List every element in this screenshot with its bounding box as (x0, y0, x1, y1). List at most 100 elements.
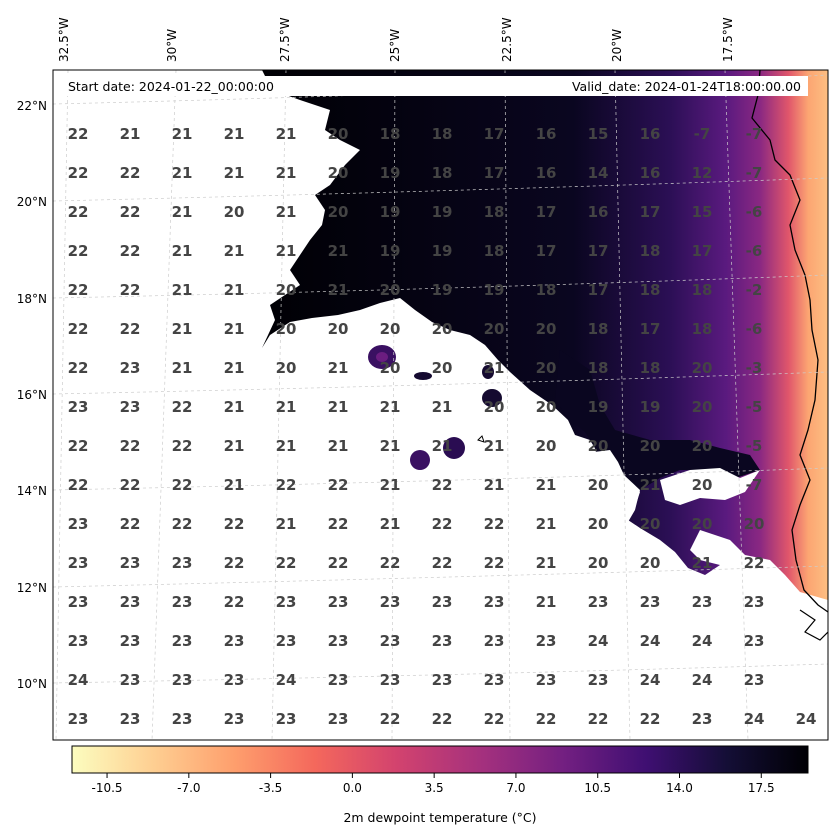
grid-value: 23 (276, 632, 297, 650)
grid-value: 23 (68, 398, 89, 416)
colorbar-label: 2m dewpoint temperature (°C) (343, 810, 536, 825)
grid-value: 21 (276, 398, 297, 416)
grid-value: 22 (120, 281, 141, 299)
grid-value: -5 (746, 398, 763, 416)
grid-value: 21 (224, 242, 245, 260)
grid-value: 22 (328, 554, 349, 572)
grid-value: 23 (120, 359, 141, 377)
grid-value: 21 (172, 164, 193, 182)
grid-value: 23 (68, 515, 89, 533)
grid-value: 21 (328, 437, 349, 455)
grid-value: -5 (746, 437, 763, 455)
grid-value: 18 (588, 320, 609, 338)
grid-value: 21 (380, 515, 401, 533)
grid-value: 24 (640, 671, 661, 689)
grid-value: 23 (276, 710, 297, 728)
grid-value: -6 (746, 320, 763, 338)
grid-value: 20 (588, 437, 609, 455)
grid-value: 20 (484, 320, 505, 338)
grid-value: 19 (380, 203, 401, 221)
grid-value: 20 (692, 476, 713, 494)
grid-value: 21 (484, 476, 505, 494)
grid-value: 23 (744, 671, 765, 689)
grid-value: 19 (380, 164, 401, 182)
grid-value: 23 (68, 632, 89, 650)
grid-value: 22 (224, 515, 245, 533)
lat-label: 12°N (17, 581, 47, 595)
grid-value: 20 (536, 359, 557, 377)
grid-value: 21 (276, 203, 297, 221)
colorbar-tick-label: 17.5 (748, 781, 775, 795)
grid-value: 20 (276, 359, 297, 377)
grid-value: 22 (68, 320, 89, 338)
grid-value: 20 (692, 437, 713, 455)
grid-value: 23 (380, 671, 401, 689)
grid-value: 23 (120, 398, 141, 416)
grid-value: 21 (276, 164, 297, 182)
grid-value: 21 (432, 437, 453, 455)
grid-value: 22 (432, 476, 453, 494)
grid-value: 22 (432, 515, 453, 533)
grid-value: 21 (328, 242, 349, 260)
coastline (751, 70, 828, 613)
grid-value: 21 (224, 164, 245, 182)
grid-value: 23 (328, 593, 349, 611)
grid-value: 20 (328, 125, 349, 143)
grid-value: 22 (68, 437, 89, 455)
grid-value: 21 (328, 281, 349, 299)
lon-label: 22.5°W (500, 17, 514, 62)
longitude-labels: 32.5°W 30°W 27.5°W 25°W 22.5°W 20°W 17.5… (57, 17, 735, 62)
grid-value: 22 (120, 203, 141, 221)
grid-value: 22 (224, 593, 245, 611)
grid-value: 22 (484, 710, 505, 728)
latitude-labels: 22°N 20°N 18°N 16°N 14°N 12°N 10°N (17, 99, 47, 691)
graticule (53, 70, 828, 740)
coastline-islands (799, 609, 828, 641)
grid-value: 23 (328, 710, 349, 728)
colorbar-tick-label: -10.5 (92, 781, 123, 795)
grid-value: 22 (380, 710, 401, 728)
grid-value: 16 (640, 164, 661, 182)
grid-value: 18 (692, 320, 713, 338)
grid-value: 21 (276, 242, 297, 260)
grid-value: 20 (536, 320, 557, 338)
grid-value: 22 (432, 554, 453, 572)
grid-value: 18 (432, 125, 453, 143)
grid-value: 20 (640, 515, 661, 533)
grid-value: 21 (432, 398, 453, 416)
grid-value: 18 (692, 281, 713, 299)
grid-value: 19 (432, 242, 453, 260)
island-sal (482, 365, 494, 379)
grid-value: 21 (380, 437, 401, 455)
colorbar: -10.5 -7.0 -3.5 0.0 3.5 7.0 10.5 14.0 17.5 2m de… (71, 745, 809, 825)
grid-value: 22 (68, 203, 89, 221)
grid-value: 20 (276, 320, 297, 338)
grid-value: 15 (588, 125, 609, 143)
grid-value: 23 (224, 710, 245, 728)
grid-value: 23 (536, 632, 557, 650)
grid-value: 21 (172, 281, 193, 299)
grid-value: 20 (224, 203, 245, 221)
grid-value: 23 (588, 671, 609, 689)
grid-value: 20 (432, 320, 453, 338)
lon-label: 27.5°W (278, 17, 292, 62)
grid-value: 21 (536, 593, 557, 611)
grid-value: 23 (536, 671, 557, 689)
colorbar-gradient (71, 745, 809, 774)
grid-value: 18 (588, 359, 609, 377)
grid-value: 24 (796, 710, 817, 728)
grid-value: 23 (640, 593, 661, 611)
grid-value: 18 (432, 164, 453, 182)
grid-value: 22 (68, 242, 89, 260)
grid-value: -6 (746, 242, 763, 260)
grid-value: 16 (640, 125, 661, 143)
map-plot-area: 22 21 21 21 21 20 18 18 17 16 15 16 -7 -7 22 22 21 21 21 20… (53, 70, 828, 740)
island-core (376, 352, 388, 362)
grid-value: 20 (588, 515, 609, 533)
grid-value: 22 (328, 476, 349, 494)
grid-value: 21 (172, 320, 193, 338)
grid-value: 21 (172, 125, 193, 143)
grid-value: 22 (68, 125, 89, 143)
island-fogo (410, 450, 430, 470)
